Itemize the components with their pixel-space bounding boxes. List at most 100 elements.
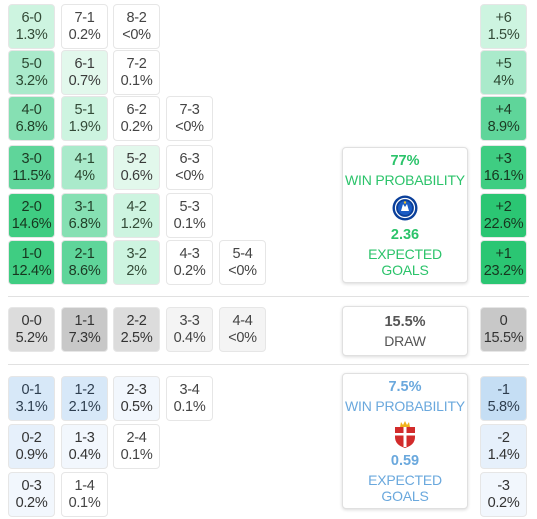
away-scoreline-cell: 0-3 0.2% [8, 472, 55, 517]
home-scoreline-cell: 3-2 2% [113, 240, 160, 285]
scoreline-label: 4-2 [126, 198, 147, 215]
home-scoreline-cell: 6-0 1.3% [8, 4, 55, 49]
home-scoreline-cell: 7-2 0.1% [113, 50, 160, 95]
home-margin-cell: +4 8.9% [480, 96, 527, 141]
scoreline-label: 1-1 [74, 312, 95, 329]
scoreline-probability: 0.9% [15, 446, 48, 463]
scoreline-probability: <0% [175, 118, 204, 135]
scoreline-label: 2-2 [126, 312, 147, 329]
scoreline-label: 5-0 [21, 55, 42, 72]
scoreline-label: 2-0 [21, 198, 42, 215]
away-margin-cell: -3 0.2% [480, 472, 527, 517]
scoreline-label: 5-2 [126, 150, 147, 167]
home-scoreline-cell: 5-1 1.9% [61, 96, 108, 141]
scoreline-label: +3 [495, 150, 512, 167]
home-expected-goals-value: 2.36 [390, 227, 420, 243]
scoreline-probability: 8.6% [68, 262, 101, 279]
scoreline-label: 0-3 [21, 477, 42, 494]
scoreline-probability: 2% [126, 262, 147, 279]
scoreline-label: 1-0 [21, 245, 42, 262]
home-scoreline-cell: 5-0 3.2% [8, 50, 55, 95]
scoreline-label: 4-0 [21, 101, 42, 118]
scoreline-probability: 6.8% [15, 118, 48, 135]
home-margin-cell: +5 4% [480, 50, 527, 95]
scoreline-label: 5-3 [179, 198, 200, 215]
scoreline-probability: 0.4% [173, 329, 206, 346]
scoreline-probability: <0% [228, 329, 257, 346]
scoreline-probability: 15.5% [483, 329, 524, 346]
home-scoreline-cell: 6-2 0.2% [113, 96, 160, 141]
scoreline-probability: 0.2% [173, 262, 206, 279]
scoreline-label: +4 [495, 101, 512, 118]
scoreline-label: 2-4 [126, 429, 147, 446]
scoreline-probability: 0.6% [120, 167, 153, 184]
draw-label: DRAW [384, 332, 426, 349]
away-scoreline-cell: 1-4 0.1% [61, 472, 108, 517]
home-scoreline-cell: 4-2 1.2% [113, 193, 160, 238]
scoreline-probability: 2.5% [120, 329, 153, 346]
scoreline-label: 7-1 [74, 9, 95, 26]
away-scoreline-cell: 2-3 0.5% [113, 376, 160, 421]
scoreline-label: 1-3 [74, 429, 95, 446]
home-scoreline-cell: 1-0 12.4% [8, 240, 55, 285]
home-scoreline-cell: 6-3 <0% [166, 145, 213, 190]
scoreline-probability: 5.8% [487, 398, 520, 415]
scoreline-probability: 6.8% [68, 215, 101, 232]
scoreline-probability: 1.9% [68, 118, 101, 135]
home-scoreline-cell: 7-3 <0% [166, 96, 213, 141]
divider-draw-away [8, 364, 529, 365]
scoreline-probability: 14.6% [11, 215, 52, 232]
home-scoreline-cell: 5-3 0.1% [166, 193, 213, 238]
draw-scoreline-cell: 2-2 2.5% [113, 307, 160, 352]
scoreline-label: 0-1 [21, 381, 42, 398]
home-margin-cell: +1 23.2% [480, 240, 527, 285]
draw-scoreline-cell: 0-0 5.2% [8, 307, 55, 352]
scoreline-probability: 0.1% [120, 446, 153, 463]
scoreline-label: -1 [497, 381, 510, 398]
scoreline-label: 3-3 [179, 312, 200, 329]
away-scoreline-cell: 1-2 2.1% [61, 376, 108, 421]
away-scoreline-cell: 3-4 0.1% [166, 376, 213, 421]
away-scoreline-cell: 0-1 3.1% [8, 376, 55, 421]
away-scoreline-cell: 0-2 0.9% [8, 424, 55, 469]
home-scoreline-cell: 2-1 8.6% [61, 240, 108, 285]
home-scoreline-cell: 4-1 4% [61, 145, 108, 190]
scoreline-probability: 8.9% [487, 118, 520, 135]
scoreline-probability: 0.2% [68, 26, 101, 43]
draw-summary-card: 15.5% DRAW [342, 306, 468, 356]
scoreline-label: +1 [495, 245, 512, 262]
home-scoreline-cell: 4-0 6.8% [8, 96, 55, 141]
scoreline-label: 4-4 [232, 312, 253, 329]
scoreline-probability: 1.4% [487, 446, 520, 463]
sunderland-crest-icon [395, 421, 415, 448]
scoreline-probability: 3.1% [15, 398, 48, 415]
home-win-probability-label: WIN PROBABILITY [345, 172, 465, 188]
scoreline-probability: 0.4% [68, 446, 101, 463]
home-margin-cell: +6 1.5% [480, 4, 527, 49]
scoreline-probability: <0% [122, 26, 151, 43]
scoreline-label: 6-1 [74, 55, 95, 72]
scoreline-probability: <0% [228, 262, 257, 279]
away-expected-goals-value: 0.59 [390, 453, 420, 469]
home-summary-card: 77% WIN PROBABILITY 2.36 EXPECTED GOALS [342, 147, 468, 283]
scoreline-probability: 22.6% [483, 215, 524, 232]
scoreline-label: +5 [495, 55, 512, 72]
scoreline-label: 7-2 [126, 55, 147, 72]
draw-margin-cell: 0 15.5% [480, 307, 527, 352]
scoreline-label: 6-3 [179, 150, 200, 167]
scoreline-probability: 3.2% [15, 72, 48, 89]
home-expected-goals-label: EXPECTED GOALS [368, 246, 442, 278]
home-win-probability-value: 77% [390, 153, 420, 169]
scoreline-probability: 0.1% [120, 72, 153, 89]
away-margin-cell: -1 5.8% [480, 376, 527, 421]
scoreline-probability: 11.5% [12, 167, 51, 184]
scoreline-label: 6-0 [21, 9, 42, 26]
scoreline-probability: 1.2% [120, 215, 153, 232]
scoreline-probability: 0.7% [68, 72, 101, 89]
home-scoreline-cell: 2-0 14.6% [8, 193, 55, 238]
home-scoreline-cell: 5-2 0.6% [113, 145, 160, 190]
scoreline-label: 3-4 [179, 381, 200, 398]
scoreline-probability: 0.1% [173, 215, 206, 232]
scoreline-label: 1-4 [74, 477, 95, 494]
scoreline-label: 2-3 [126, 381, 147, 398]
